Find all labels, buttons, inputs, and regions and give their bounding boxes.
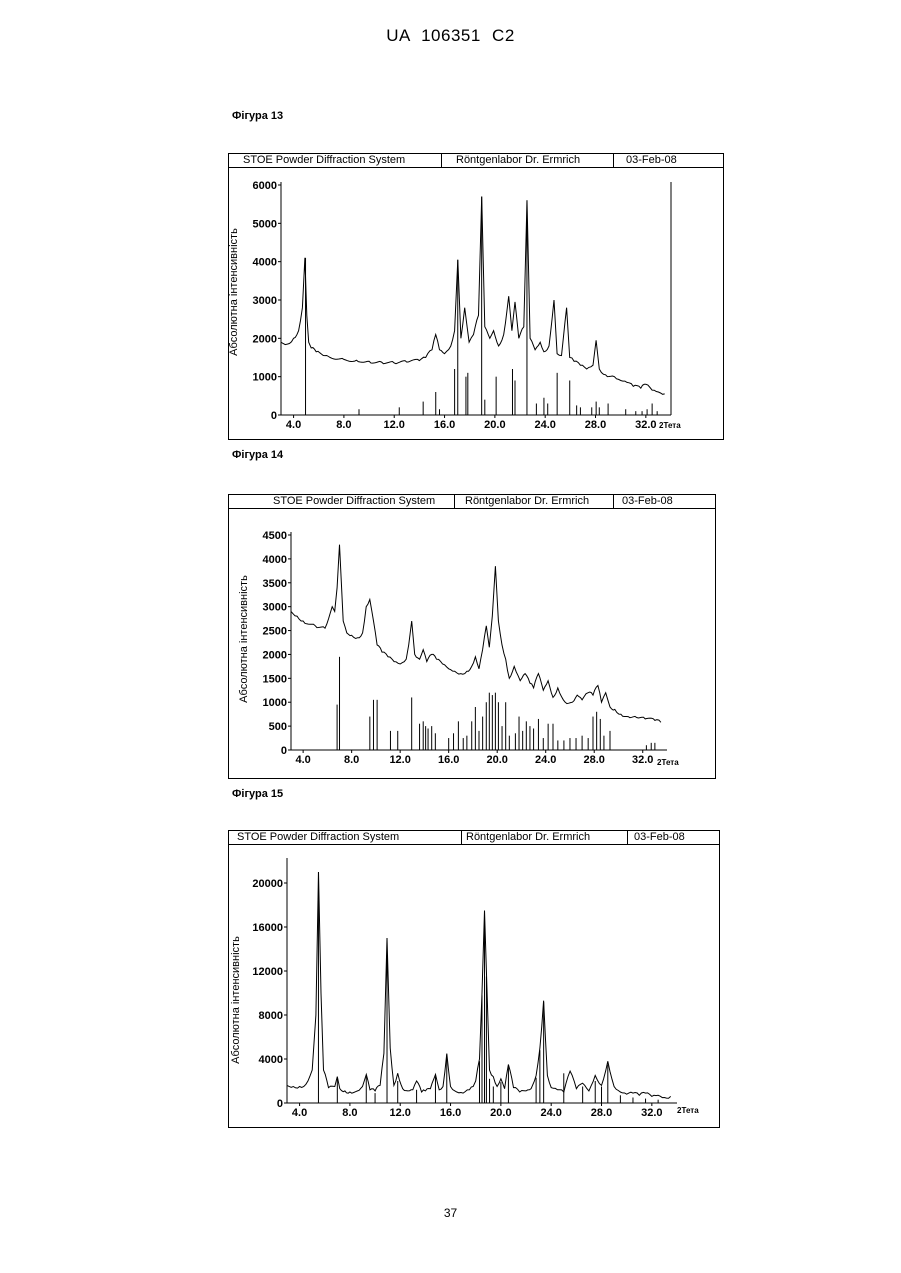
y-tick-label: 0	[277, 1098, 283, 1110]
y-tick-label: 3500	[263, 578, 287, 590]
y-tick-label: 20000	[252, 878, 283, 890]
chart-plot: 0 500 1000 1500 2000 2500 3000 3500 4000 4500 4.0 8…	[229, 509, 715, 778]
y-tick-label: 2000	[263, 649, 287, 661]
x-tick-label: 32.0	[635, 419, 656, 431]
figure-label: Фігура 13	[232, 110, 283, 122]
chart-titlebar: STOE Powder Diffraction System Röntgenla…	[229, 831, 719, 845]
y-axis-label: Абсолютна інтенсивність	[230, 936, 242, 1064]
x-tick-label: 32.0	[641, 1107, 662, 1119]
chart-date: 03-Feb-08	[613, 495, 673, 508]
x-tick-label: 24.0	[535, 754, 556, 766]
y-axis-label: Абсолютна інтенсивність	[238, 575, 250, 703]
x-tick-label: 28.0	[591, 1107, 612, 1119]
x-tick-label: 28.0	[584, 754, 605, 766]
chart-date: 03-Feb-08	[627, 831, 685, 844]
x-axis-label: 2Тета	[657, 758, 679, 767]
y-tick-label: 1000	[263, 697, 287, 709]
y-tick-label: 4000	[259, 1054, 283, 1066]
x-tick-label: 20.0	[490, 1107, 511, 1119]
x-tick-label: 4.0	[286, 419, 301, 431]
x-tick-label: 16.0	[434, 419, 455, 431]
x-tick-label: 8.0	[342, 1107, 357, 1119]
y-tick-label: 12000	[252, 966, 283, 978]
x-axis-label: 2Тета	[677, 1106, 699, 1115]
x-tick-label: 28.0	[585, 419, 606, 431]
x-tick-label: 24.0	[540, 1107, 561, 1119]
chart-panel: STOE Powder Diffraction System Röntgenla…	[228, 830, 720, 1128]
x-tick-label: 4.0	[295, 754, 310, 766]
y-tick-label: 1000	[253, 372, 277, 384]
y-tick-label: 4000	[253, 257, 277, 269]
figure-label: Фігура 15	[232, 788, 283, 800]
x-tick-label: 20.0	[486, 754, 507, 766]
lab-name: Röntgenlabor Dr. Ermrich	[461, 831, 590, 844]
y-tick-label: 0	[271, 410, 277, 422]
y-tick-label: 6000	[253, 180, 277, 192]
x-tick-label: 24.0	[534, 419, 555, 431]
chart-panel: STOE Powder Diffraction System Röntgenla…	[228, 153, 724, 440]
y-tick-label: 4500	[263, 530, 287, 542]
y-axis-label: Абсолютна інтенсивність	[229, 228, 240, 356]
x-tick-label: 16.0	[438, 754, 459, 766]
x-tick-label: 12.0	[384, 419, 405, 431]
x-axis-label: 2Тета	[659, 421, 681, 430]
diffraction-pattern-line	[287, 872, 671, 1098]
page-number: 37	[0, 1206, 901, 1220]
y-tick-label: 16000	[252, 922, 283, 934]
chart-plot: 0 1000 2000 3000 4000 5000 6000 4.0 8.0 12.0 16.0 2…	[229, 168, 723, 439]
system-name: STOE Powder Diffraction System	[243, 154, 405, 167]
chart-panel: STOE Powder Diffraction System Röntgenla…	[228, 494, 716, 779]
chart-titlebar: STOE Powder Diffraction System Röntgenla…	[229, 154, 723, 168]
x-tick-label: 8.0	[336, 419, 351, 431]
y-tick-label: 0	[281, 745, 287, 757]
x-tick-label: 12.0	[389, 754, 410, 766]
chart-titlebar: STOE Powder Diffraction System Röntgenla…	[229, 495, 715, 509]
system-name: STOE Powder Diffraction System	[273, 495, 435, 508]
y-tick-label: 8000	[259, 1010, 283, 1022]
document-header: UA 106351 C2	[0, 26, 901, 46]
chart-date: 03-Feb-08	[613, 154, 677, 167]
x-tick-label: 4.0	[292, 1107, 307, 1119]
y-tick-label: 2500	[263, 626, 287, 638]
y-tick-label: 5000	[253, 218, 277, 230]
y-tick-label: 2000	[253, 333, 277, 345]
diffraction-pattern-line	[281, 197, 665, 395]
figure-label: Фігура 14	[232, 449, 283, 461]
x-tick-label: 12.0	[390, 1107, 411, 1119]
lab-name: Röntgenlabor Dr. Ermrich	[441, 154, 580, 167]
x-tick-label: 32.0	[632, 754, 653, 766]
x-tick-label: 16.0	[440, 1107, 461, 1119]
y-tick-label: 1500	[263, 673, 287, 685]
x-tick-label: 20.0	[484, 419, 505, 431]
y-tick-label: 3000	[253, 295, 277, 307]
chart-plot: 0 4000 8000 12000 16000 20000 4.0 8.0 12.0 16.0 20…	[229, 845, 719, 1127]
lab-name: Röntgenlabor Dr. Ermrich	[454, 495, 589, 508]
system-name: STOE Powder Diffraction System	[237, 831, 399, 844]
diffraction-pattern-line	[291, 545, 661, 723]
x-tick-label: 8.0	[344, 754, 359, 766]
y-tick-label: 3000	[263, 602, 287, 614]
y-tick-label: 4000	[263, 554, 287, 566]
y-tick-label: 500	[269, 721, 287, 733]
